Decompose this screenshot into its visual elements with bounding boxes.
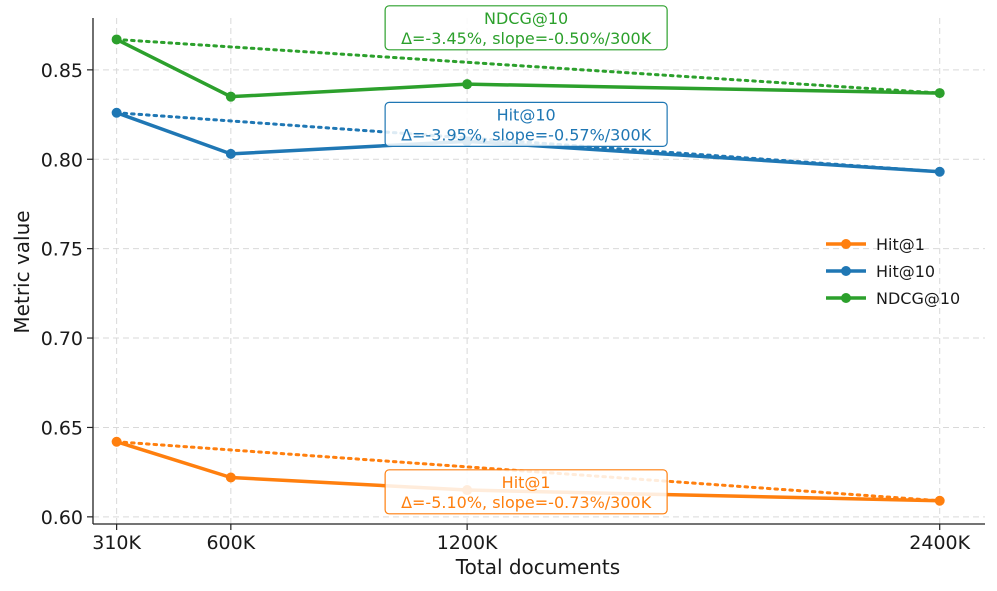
y-axis-title: Metric value bbox=[10, 210, 34, 333]
y-tick-label: 0.80 bbox=[41, 149, 83, 171]
y-tick-label: 0.60 bbox=[41, 507, 83, 529]
series-line-2 bbox=[115, 37, 940, 99]
x-axis-title: Total documents bbox=[455, 555, 620, 579]
annotation-box-0 bbox=[384, 469, 668, 515]
axes: 0.60 0.65 0.70 0.75 0.80 0.85 310K 600K 1200K 240… bbox=[41, 18, 985, 554]
y-tick-label: 0.65 bbox=[41, 417, 83, 439]
data-point-2-3 bbox=[934, 88, 945, 99]
data-point-1-0 bbox=[111, 107, 122, 118]
annotation-box-1 bbox=[384, 101, 668, 147]
legend-label-0: Hit@1 bbox=[876, 235, 925, 254]
annotation-detail-1: Δ=-3.95%, slope=-0.57%/300K bbox=[401, 125, 652, 144]
annotation-title-1: Hit@10 bbox=[497, 105, 556, 124]
annotations: Hit@1Δ=-5.10%, slope=-0.73%/300KHit@10Δ=… bbox=[384, 5, 668, 515]
annotation-title-0: Hit@1 bbox=[502, 473, 551, 492]
trend-line-2 bbox=[115, 37, 942, 95]
data-point-2-2 bbox=[462, 79, 473, 90]
legend-swatch-marker-2 bbox=[841, 293, 851, 303]
data-point-0-0 bbox=[111, 436, 122, 447]
data-point-2-1 bbox=[225, 91, 236, 102]
data-point-2-0 bbox=[111, 34, 122, 45]
x-tick-label: 2400K bbox=[909, 532, 970, 554]
annotation-detail-0: Δ=-5.10%, slope=-0.73%/300K bbox=[401, 493, 652, 512]
legend-label-2: NDCG@10 bbox=[876, 289, 960, 308]
data-point-0-3 bbox=[934, 495, 945, 506]
legend-swatch-marker-1 bbox=[841, 266, 851, 276]
legend: Hit@1 Hit@10 NDCG@10 bbox=[826, 235, 960, 308]
series-line-0 bbox=[116, 440, 940, 503]
x-tick-label: 1200K bbox=[437, 532, 498, 554]
grid bbox=[93, 18, 985, 524]
data-point-0-1 bbox=[225, 472, 236, 483]
annotation-title-2: NDCG@10 bbox=[484, 9, 568, 28]
legend-label-1: Hit@10 bbox=[876, 262, 935, 281]
legend-swatch-marker-0 bbox=[841, 239, 851, 249]
x-tick-label: 600K bbox=[206, 532, 255, 554]
y-tick-label: 0.75 bbox=[41, 239, 83, 261]
x-tick-label: 310K bbox=[92, 532, 141, 554]
series-line-1 bbox=[116, 111, 940, 174]
annotation-detail-2: Δ=-3.45%, slope=-0.50%/300K bbox=[401, 29, 652, 48]
y-tick-label: 0.70 bbox=[41, 328, 83, 350]
data-point-1-1 bbox=[225, 148, 236, 159]
y-tick-label: 0.85 bbox=[41, 60, 83, 82]
data-point-1-3 bbox=[934, 166, 945, 177]
annotation-box-2 bbox=[384, 5, 668, 51]
